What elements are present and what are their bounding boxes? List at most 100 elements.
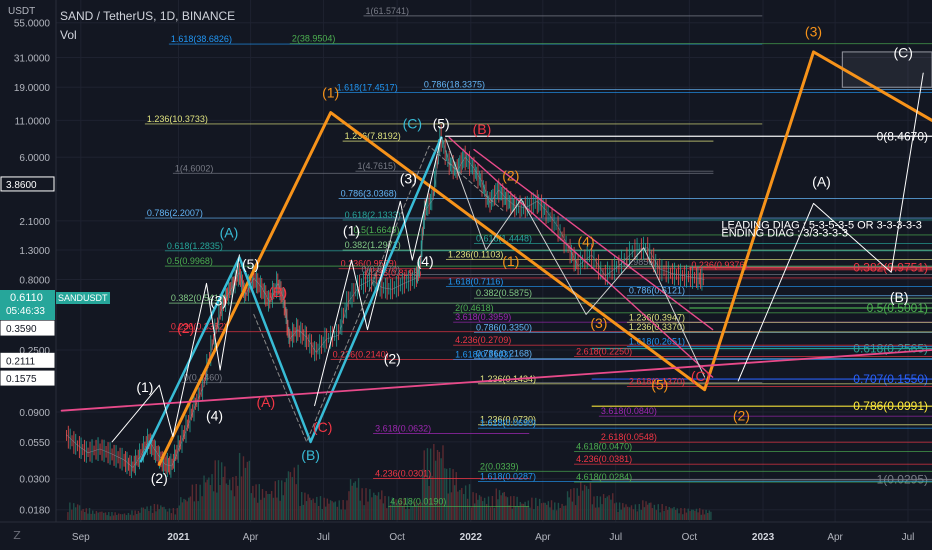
wave-label: (2) [177, 320, 194, 336]
volume-bar [270, 490, 273, 520]
volume-bar [260, 499, 262, 520]
price-axis-box-label: 0.2111 [6, 356, 36, 367]
price-axis-tick: 2.1000 [19, 217, 50, 228]
volume-bar [191, 484, 194, 520]
volume-bar [240, 476, 243, 520]
volume-bar [670, 508, 672, 520]
fib-level-label: 0.5(0.5001) [867, 301, 928, 315]
volume-bar [236, 485, 239, 520]
volume-bar [69, 502, 71, 520]
fib-level-label: 0.786(0.2168) [476, 349, 532, 359]
fib-level-label: 3.618(0.3959) [455, 312, 511, 322]
volume-bar [146, 506, 148, 520]
volume-bar [374, 494, 377, 520]
volume-bar [148, 510, 150, 520]
volume-bar [442, 445, 444, 520]
volume-bar [642, 500, 644, 520]
fib-level-label: 0.786(0.6121) [629, 286, 685, 296]
volume-bar [400, 498, 402, 520]
fib-level-label: 0.5(0.9968) [167, 256, 213, 266]
volume-bar [689, 511, 691, 520]
wave-label: (4) [578, 233, 595, 249]
volume-bar [678, 513, 680, 520]
volume-bar [529, 507, 531, 520]
volume-bar [445, 468, 448, 520]
volume-bar [208, 477, 210, 520]
price-axis-tick: 1.3000 [19, 246, 50, 257]
volume-bar [299, 505, 301, 520]
volume-bar [163, 506, 165, 520]
symbol-title[interactable]: SAND / TetherUS, 1D, BINANCE [60, 9, 236, 23]
volume-bar [258, 484, 260, 520]
volume-bar [109, 516, 112, 520]
volume-bar [228, 479, 231, 520]
volume-bar [74, 507, 77, 520]
volume-bar [683, 508, 686, 520]
volume-bar [513, 496, 515, 520]
volume-bar [305, 501, 308, 520]
wave-label: (5) [242, 256, 259, 272]
tradingview-logo-icon[interactable]: Z [13, 529, 21, 542]
volume-bar [657, 504, 659, 520]
volume-bar [121, 514, 124, 520]
fib-level-label: 0.786(2.2007) [147, 208, 203, 218]
volume-bar [495, 488, 498, 520]
fib-level-label: 1.236(0.1103) [448, 250, 503, 260]
volume-indicator-label[interactable]: Vol [60, 28, 77, 42]
volume-bar [408, 508, 410, 520]
fib-level-label: 2(38.9504) [292, 34, 336, 44]
volume-bar [302, 504, 305, 520]
volume-bar [224, 466, 226, 520]
volume-bar [88, 508, 91, 520]
volume-bar [67, 512, 69, 520]
volume-bar [464, 485, 467, 520]
volume-bar [418, 503, 420, 520]
wave-labels: (3)(C)(1)(C) (5) (B)(2)(3) (A)(1)(A)(4)(5)(… [136, 23, 913, 486]
red-trendline [60, 349, 932, 412]
volume-bar [531, 497, 533, 520]
fib-level-label: 0.618(1.4448) [476, 234, 532, 244]
fib-level-label: 1.618(0.0690) [480, 418, 536, 428]
volume-bar [623, 507, 626, 520]
wave-label: (B) [301, 447, 320, 463]
fib-level-label: 0.382(0.9751) [853, 260, 928, 274]
volume-bar [466, 498, 469, 520]
volume-bar [220, 462, 223, 520]
volume-bar [593, 496, 595, 520]
volume-bar [440, 458, 442, 520]
volume-bar [594, 507, 597, 520]
volume-bar [369, 489, 371, 520]
price-axis-tick: 0.0900 [19, 408, 50, 419]
fib-level-label: 0(0.9856) [618, 257, 657, 267]
volume-bar [365, 488, 367, 520]
volume-bar [391, 497, 394, 520]
volume-bar [705, 509, 707, 520]
fib-level-label: 4.236(0.0381) [576, 454, 632, 464]
price-axis-tick: 0.2500 [19, 346, 50, 357]
volume-bar [389, 504, 392, 520]
fib-level-label: 1(4.6002) [175, 163, 214, 173]
wave-label: (A) [256, 394, 275, 410]
volume-bar [549, 507, 551, 520]
volume-bar [690, 509, 693, 520]
volume-bar [334, 501, 337, 520]
volume-bar [326, 498, 329, 520]
volume-bar [344, 509, 346, 520]
time-axis-tick: 2022 [460, 532, 483, 543]
volume-bar [694, 510, 696, 520]
volume-bar [710, 511, 712, 520]
time-axis-tick: Oct [389, 532, 405, 543]
volume-bar [406, 497, 409, 520]
volume-bar [698, 508, 701, 520]
volume-bar [235, 476, 237, 520]
current-price-value: 0.6110 [10, 292, 43, 304]
volume-bar [687, 508, 689, 520]
volume-bar [544, 502, 546, 520]
volume-bar [697, 512, 699, 520]
fib-level-label: 1(4.7615) [357, 161, 396, 171]
volume-bar [487, 496, 490, 520]
volume-bar [103, 512, 105, 520]
volume-bar [425, 479, 427, 520]
wave-label: (B) [268, 284, 287, 300]
